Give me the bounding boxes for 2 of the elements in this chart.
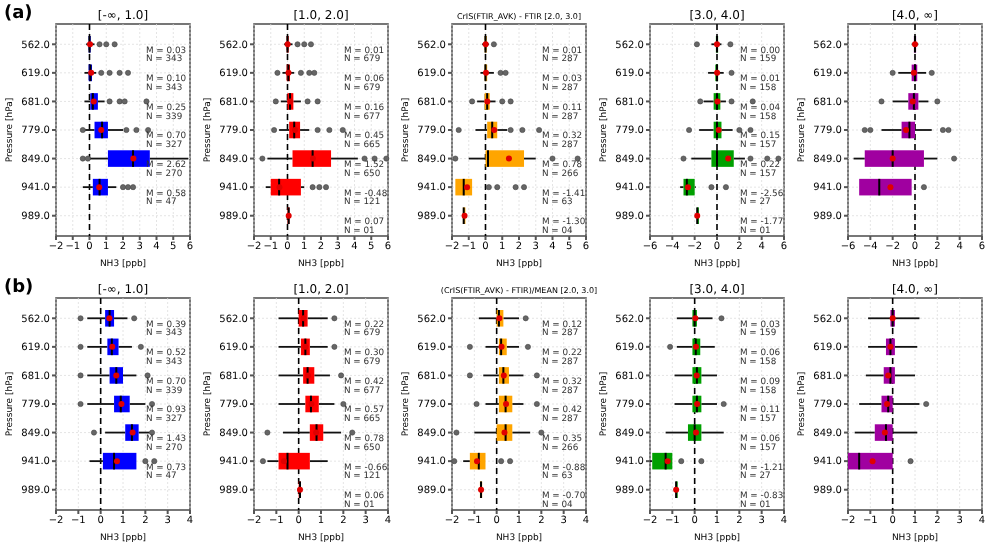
text: (b) <box>4 278 34 298</box>
text: (a) <box>4 4 33 24</box>
